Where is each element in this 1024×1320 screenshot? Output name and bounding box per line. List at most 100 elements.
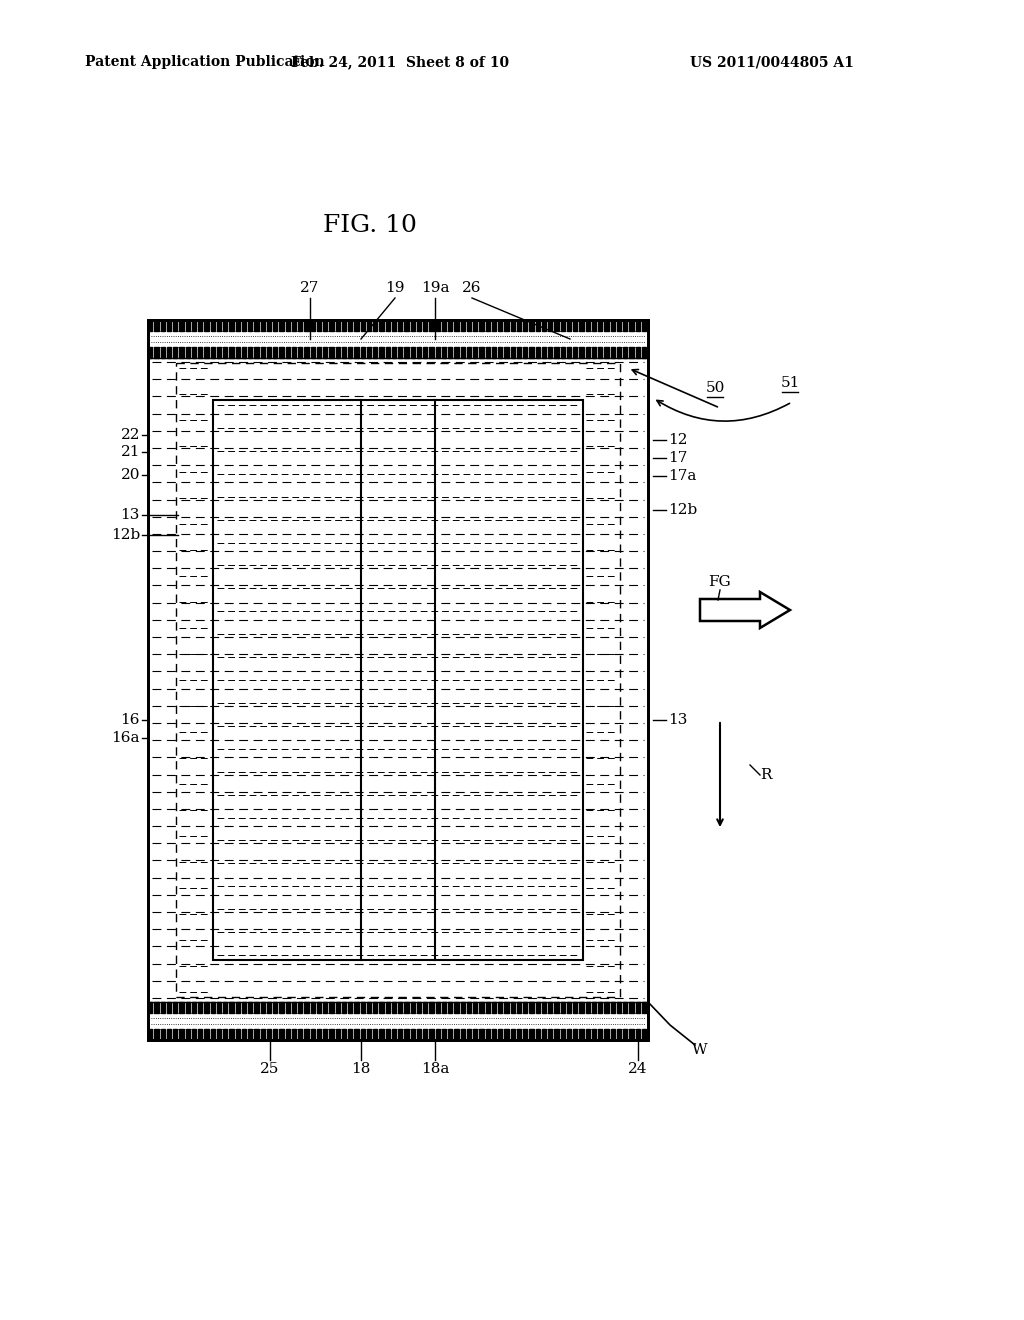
Polygon shape <box>191 347 197 358</box>
Polygon shape <box>580 319 584 330</box>
Polygon shape <box>566 319 571 330</box>
Polygon shape <box>511 1030 515 1040</box>
Polygon shape <box>610 1002 614 1012</box>
Polygon shape <box>330 347 334 358</box>
Polygon shape <box>417 319 421 330</box>
Polygon shape <box>573 1002 578 1012</box>
Polygon shape <box>304 319 308 330</box>
Polygon shape <box>636 347 640 358</box>
Polygon shape <box>554 319 559 330</box>
Polygon shape <box>148 347 153 358</box>
Polygon shape <box>323 347 328 358</box>
Polygon shape <box>616 347 622 358</box>
Polygon shape <box>411 1002 415 1012</box>
Polygon shape <box>441 347 446 358</box>
Polygon shape <box>560 319 565 330</box>
Polygon shape <box>148 1030 153 1040</box>
Polygon shape <box>435 319 440 330</box>
Text: 17: 17 <box>668 451 687 465</box>
Text: R: R <box>760 768 771 781</box>
Polygon shape <box>560 1002 565 1012</box>
Polygon shape <box>435 1002 440 1012</box>
Polygon shape <box>266 347 271 358</box>
Polygon shape <box>523 1002 527 1012</box>
Text: 12: 12 <box>668 433 687 447</box>
Polygon shape <box>298 319 302 330</box>
Polygon shape <box>479 1030 483 1040</box>
Polygon shape <box>360 1030 365 1040</box>
Polygon shape <box>217 1030 221 1040</box>
Text: 17a: 17a <box>668 469 696 483</box>
Polygon shape <box>223 1002 227 1012</box>
Polygon shape <box>304 1030 308 1040</box>
Polygon shape <box>498 1002 503 1012</box>
Polygon shape <box>586 347 590 358</box>
Polygon shape <box>529 319 534 330</box>
Text: FIG. 10: FIG. 10 <box>323 214 417 236</box>
Polygon shape <box>316 1002 322 1012</box>
Polygon shape <box>580 347 584 358</box>
Polygon shape <box>548 1002 552 1012</box>
Polygon shape <box>429 1002 433 1012</box>
Polygon shape <box>598 347 602 358</box>
Polygon shape <box>479 319 483 330</box>
Polygon shape <box>236 347 240 358</box>
Polygon shape <box>398 319 402 330</box>
Polygon shape <box>217 319 221 330</box>
Polygon shape <box>517 347 521 358</box>
Polygon shape <box>411 1030 415 1040</box>
Polygon shape <box>498 319 503 330</box>
Polygon shape <box>423 319 427 330</box>
Polygon shape <box>455 347 459 358</box>
Polygon shape <box>161 1030 165 1040</box>
Polygon shape <box>179 347 183 358</box>
Polygon shape <box>248 1002 252 1012</box>
Polygon shape <box>467 1030 471 1040</box>
Polygon shape <box>323 319 328 330</box>
Polygon shape <box>260 319 265 330</box>
Polygon shape <box>310 319 314 330</box>
Polygon shape <box>373 347 378 358</box>
Polygon shape <box>642 1002 646 1012</box>
Polygon shape <box>354 319 358 330</box>
Polygon shape <box>254 1030 259 1040</box>
Polygon shape <box>360 319 365 330</box>
Polygon shape <box>536 1002 540 1012</box>
Polygon shape <box>536 319 540 330</box>
Polygon shape <box>423 347 427 358</box>
Polygon shape <box>348 319 352 330</box>
Polygon shape <box>155 1030 159 1040</box>
Polygon shape <box>560 347 565 358</box>
Polygon shape <box>354 1002 358 1012</box>
Polygon shape <box>273 347 278 358</box>
Polygon shape <box>642 347 646 358</box>
Polygon shape <box>373 319 378 330</box>
Polygon shape <box>242 1030 246 1040</box>
Polygon shape <box>336 347 340 358</box>
Polygon shape <box>573 319 578 330</box>
Polygon shape <box>398 1002 402 1012</box>
Polygon shape <box>542 319 546 330</box>
Text: 27: 27 <box>300 281 319 294</box>
Text: 12b: 12b <box>111 528 140 543</box>
Polygon shape <box>542 347 546 358</box>
Polygon shape <box>435 1030 440 1040</box>
Polygon shape <box>604 319 608 330</box>
Polygon shape <box>517 1002 521 1012</box>
Polygon shape <box>441 1002 446 1012</box>
Polygon shape <box>204 347 209 358</box>
Polygon shape <box>429 347 433 358</box>
Polygon shape <box>155 1002 159 1012</box>
Polygon shape <box>298 347 302 358</box>
Polygon shape <box>191 319 197 330</box>
Polygon shape <box>198 347 203 358</box>
Polygon shape <box>511 1002 515 1012</box>
Polygon shape <box>623 319 628 330</box>
Polygon shape <box>529 1002 534 1012</box>
Polygon shape <box>398 1030 402 1040</box>
Polygon shape <box>280 1030 284 1040</box>
Polygon shape <box>517 1030 521 1040</box>
Polygon shape <box>429 319 433 330</box>
Polygon shape <box>623 1002 628 1012</box>
Polygon shape <box>554 1002 559 1012</box>
